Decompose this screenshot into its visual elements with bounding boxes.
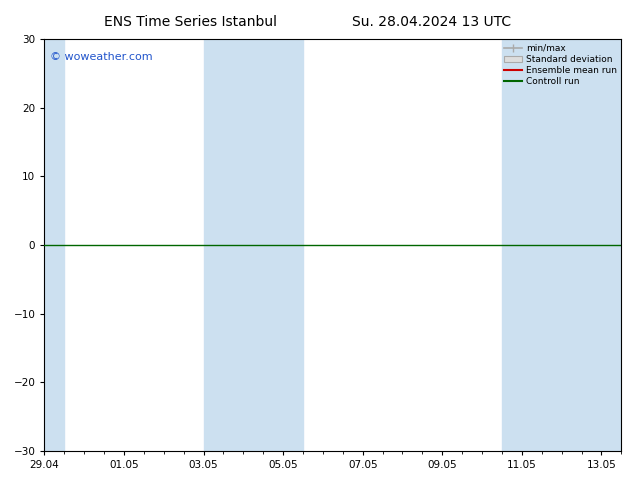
- Text: © woweather.com: © woweather.com: [50, 51, 153, 62]
- Text: ENS Time Series Istanbul: ENS Time Series Istanbul: [104, 15, 276, 29]
- Bar: [25, 39, 64, 451]
- Bar: [204, 39, 303, 451]
- Text: Su. 28.04.2024 13 UTC: Su. 28.04.2024 13 UTC: [352, 15, 510, 29]
- Bar: [502, 39, 621, 451]
- Legend: min/max, Standard deviation, Ensemble mean run, Controll run: min/max, Standard deviation, Ensemble me…: [502, 42, 619, 88]
